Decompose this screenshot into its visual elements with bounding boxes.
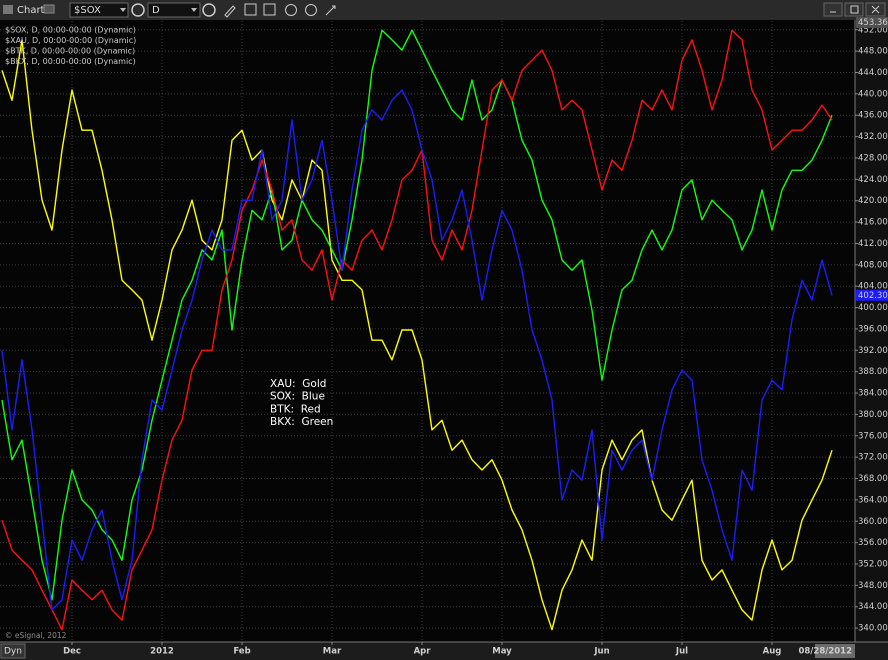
interval-input[interactable]	[147, 2, 201, 18]
y-tick-label: 344.00	[858, 602, 888, 612]
legend-entry: $BKX, D, 00:00-00:00 (Dynamic)	[5, 57, 136, 66]
x-tick-label: 2012	[150, 647, 174, 657]
y-tick-label: 444.00	[858, 68, 888, 78]
symbol-input[interactable]	[69, 2, 129, 18]
y-tick-label: 348.00	[858, 581, 888, 591]
x-tick-label: Apr	[414, 647, 432, 657]
annotation: BTK: Red	[270, 403, 321, 415]
window-control-glyphs	[830, 5, 880, 14]
y-tick-label: 376.00	[858, 431, 888, 441]
window-title: Chart	[17, 5, 45, 16]
interval-dropdown-arrow[interactable]	[191, 8, 197, 12]
symbol-options-button[interactable]	[131, 3, 145, 17]
y-tick-label: 404.00	[858, 282, 888, 292]
price-tag-label: 402.30	[858, 291, 888, 301]
link-badge[interactable]	[43, 4, 55, 14]
y-tick-label: 388.00	[858, 367, 888, 377]
plot-layer: 340.00 344.00 348.00 352.00 356.00 360.00 364.…	[0, 16, 888, 658]
y-tick-label: 352.00	[858, 560, 888, 570]
y-tick-label: 448.00	[858, 47, 888, 57]
y-tick-label: 452.00	[858, 25, 888, 35]
y-tick-label: 428.00	[858, 153, 888, 163]
series-line	[1, 39, 833, 631]
price-tag	[856, 16, 888, 28]
window-icon	[3, 5, 13, 14]
series-line	[1, 29, 833, 631]
series-line	[1, 89, 833, 611]
y-axis-panel	[855, 20, 888, 642]
y-tick-label: 408.00	[858, 260, 888, 270]
plot-area	[0, 20, 855, 642]
chart-type-button[interactable]	[263, 3, 276, 16]
y-tick-label: 416.00	[858, 218, 888, 228]
legend-entry: $XAU, D, 00:00-00:00 (Dynamic)	[5, 36, 136, 45]
play-button[interactable]	[285, 4, 297, 16]
x-axis-panel	[0, 642, 888, 660]
y-tick-label: 340.00	[858, 624, 888, 634]
y-tick-label: 384.00	[858, 389, 888, 399]
legend-entry: $SOX, D, 00:00-00:00 (Dynamic)	[5, 26, 136, 35]
y-tick-label: 436.00	[858, 111, 888, 121]
y-tick-label: 432.00	[858, 132, 888, 142]
symbol-dropdown-arrow[interactable]	[120, 8, 126, 12]
y-tick-label: 364.00	[858, 495, 888, 505]
x-tick-label: Mar	[323, 647, 342, 657]
x-tick-label: Jun	[593, 647, 609, 657]
cursor-tool-button[interactable]	[244, 3, 257, 16]
draw-tool-button[interactable]	[224, 5, 236, 18]
y-tick-label: 400.00	[858, 303, 888, 313]
annotation: BKX: Green	[270, 416, 333, 428]
y-tick-label: 424.00	[858, 175, 888, 185]
legend-entry: $BTK, D, 00:00-00:00 (Dynamic)	[5, 47, 135, 56]
annotation: XAU: Gold	[270, 378, 326, 390]
y-tick-label: 372.00	[858, 453, 888, 463]
x-tick-label: Feb	[233, 647, 250, 657]
price-tag-label: 453.36	[858, 18, 888, 28]
y-tick-label: 440.00	[858, 89, 888, 99]
copyright: © eSignal, 2012	[5, 631, 67, 640]
maximize-button[interactable]	[844, 2, 864, 17]
current-date-box	[815, 644, 855, 658]
x-tick-label: 08/28/2012	[798, 647, 852, 657]
minimize-button[interactable]	[823, 2, 843, 17]
y-tick-label: 420.00	[858, 196, 888, 206]
dynamic-button[interactable]	[0, 643, 26, 659]
symbol-text: $SOX	[74, 5, 101, 16]
x-tick-label: Aug	[763, 647, 782, 657]
y-tick-label: 356.00	[858, 538, 888, 548]
annotation: SOX: Blue	[270, 391, 325, 403]
toolbar	[0, 0, 888, 20]
y-tick-label: 368.00	[858, 474, 888, 484]
y-tick-label: 360.00	[858, 517, 888, 527]
y-tick-label: 392.00	[858, 346, 888, 356]
interval-options-button[interactable]	[202, 3, 216, 17]
x-tick-label: May	[492, 647, 512, 657]
price-tag	[856, 289, 888, 301]
y-tick-label: 412.00	[858, 239, 888, 249]
x-tick-label: Dec	[63, 647, 81, 657]
zoom-button[interactable]	[305, 4, 317, 16]
y-tick-label: 380.00	[858, 410, 888, 420]
y-tick-label: 396.00	[858, 324, 888, 334]
interval-text: D	[152, 5, 160, 16]
x-tick-label: Jul	[675, 647, 688, 657]
dynamic-button-label: Dyn	[4, 647, 22, 657]
link-tool-button[interactable]	[325, 5, 336, 16]
